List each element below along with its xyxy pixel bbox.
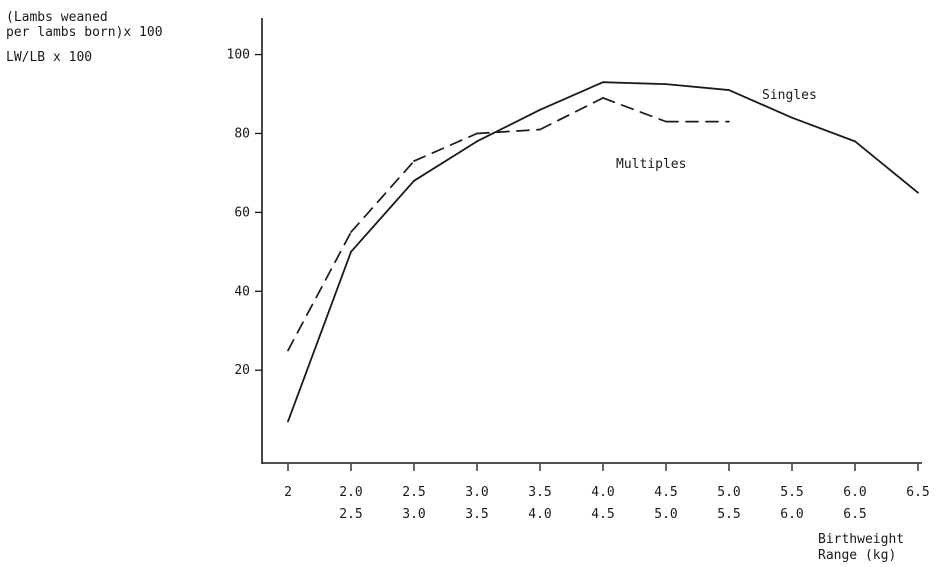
y-tick-label: 40 (234, 284, 250, 299)
singles-line-segment (540, 82, 603, 110)
singles-line-segment (666, 84, 729, 90)
y-axis-title-line-3: LW/LB x 100 (6, 50, 92, 65)
x-tick-label-bottom: 3.5 (465, 507, 488, 522)
series-lines (288, 82, 918, 421)
singles-line-segment (603, 82, 666, 84)
x-tick-label-bottom: 6.0 (780, 507, 803, 522)
x-tick-label-bottom: 3.0 (402, 507, 425, 522)
x-tick-label-bottom: 5.5 (717, 507, 740, 522)
x-ticks: 2 2.0 2.5 2.5 3.0 3.0 3.5 3.5 4.0 4.0 4.5 4.5 5.0 5.0… (284, 464, 930, 522)
x-tick-label-bottom: 6.5 (843, 507, 866, 522)
x-tick-label-top: 5.0 (717, 485, 740, 500)
x-tick-label-top: 5.5 (780, 485, 803, 500)
multiples-line-segment (603, 98, 666, 122)
y-tick-label: 100 (227, 48, 250, 63)
x-tick-label-top: 2.0 (339, 485, 362, 500)
multiples-line-segment (351, 161, 414, 232)
x-tick-label-top: 6.0 (843, 485, 866, 500)
multiples-line-segment (540, 98, 603, 130)
x-tick-label-top: 3.5 (528, 485, 551, 500)
y-tick-label: 60 (234, 205, 250, 220)
x-axis-title-line-1: Birthweight (818, 532, 904, 547)
x-tick-label-bottom: 4.0 (528, 507, 551, 522)
y-axis-title-line-1: (Lambs weaned (6, 10, 108, 25)
series-labels: Singles Multiples (616, 88, 817, 172)
y-tick-label: 80 (234, 126, 250, 141)
singles-line-segment (351, 181, 414, 252)
x-axis-title-line-2: Range (kg) (818, 548, 896, 563)
multiples-line-segment (288, 232, 351, 350)
multiples-line-segment (477, 130, 540, 134)
x-tick-label-top: 2 (284, 485, 292, 500)
y-ticks: 20 40 60 80 100 (227, 48, 262, 379)
x-tick-label-bottom: 4.5 (591, 507, 614, 522)
singles-line-segment (477, 110, 540, 142)
y-axis-title-line-2: per lambs born)x 100 (6, 25, 163, 40)
x-tick-label-bottom: 5.0 (654, 507, 677, 522)
x-tick-label-top: 2.5 (402, 485, 425, 500)
x-tick-label-bottom: 2.5 (339, 507, 362, 522)
singles-line-segment (414, 141, 477, 180)
singles-line-segment (855, 141, 918, 192)
x-tick-label-top: 6.5 (906, 485, 929, 500)
singles-series-label: Singles (762, 88, 817, 103)
x-tick-label-top: 4.5 (654, 485, 677, 500)
multiples-series-label: Multiples (616, 157, 686, 172)
x-tick-label-top: 4.0 (591, 485, 614, 500)
singles-line-segment (792, 118, 855, 142)
x-tick-label-top: 3.0 (465, 485, 488, 500)
singles-line-segment (288, 252, 351, 422)
y-tick-label: 20 (234, 363, 250, 378)
